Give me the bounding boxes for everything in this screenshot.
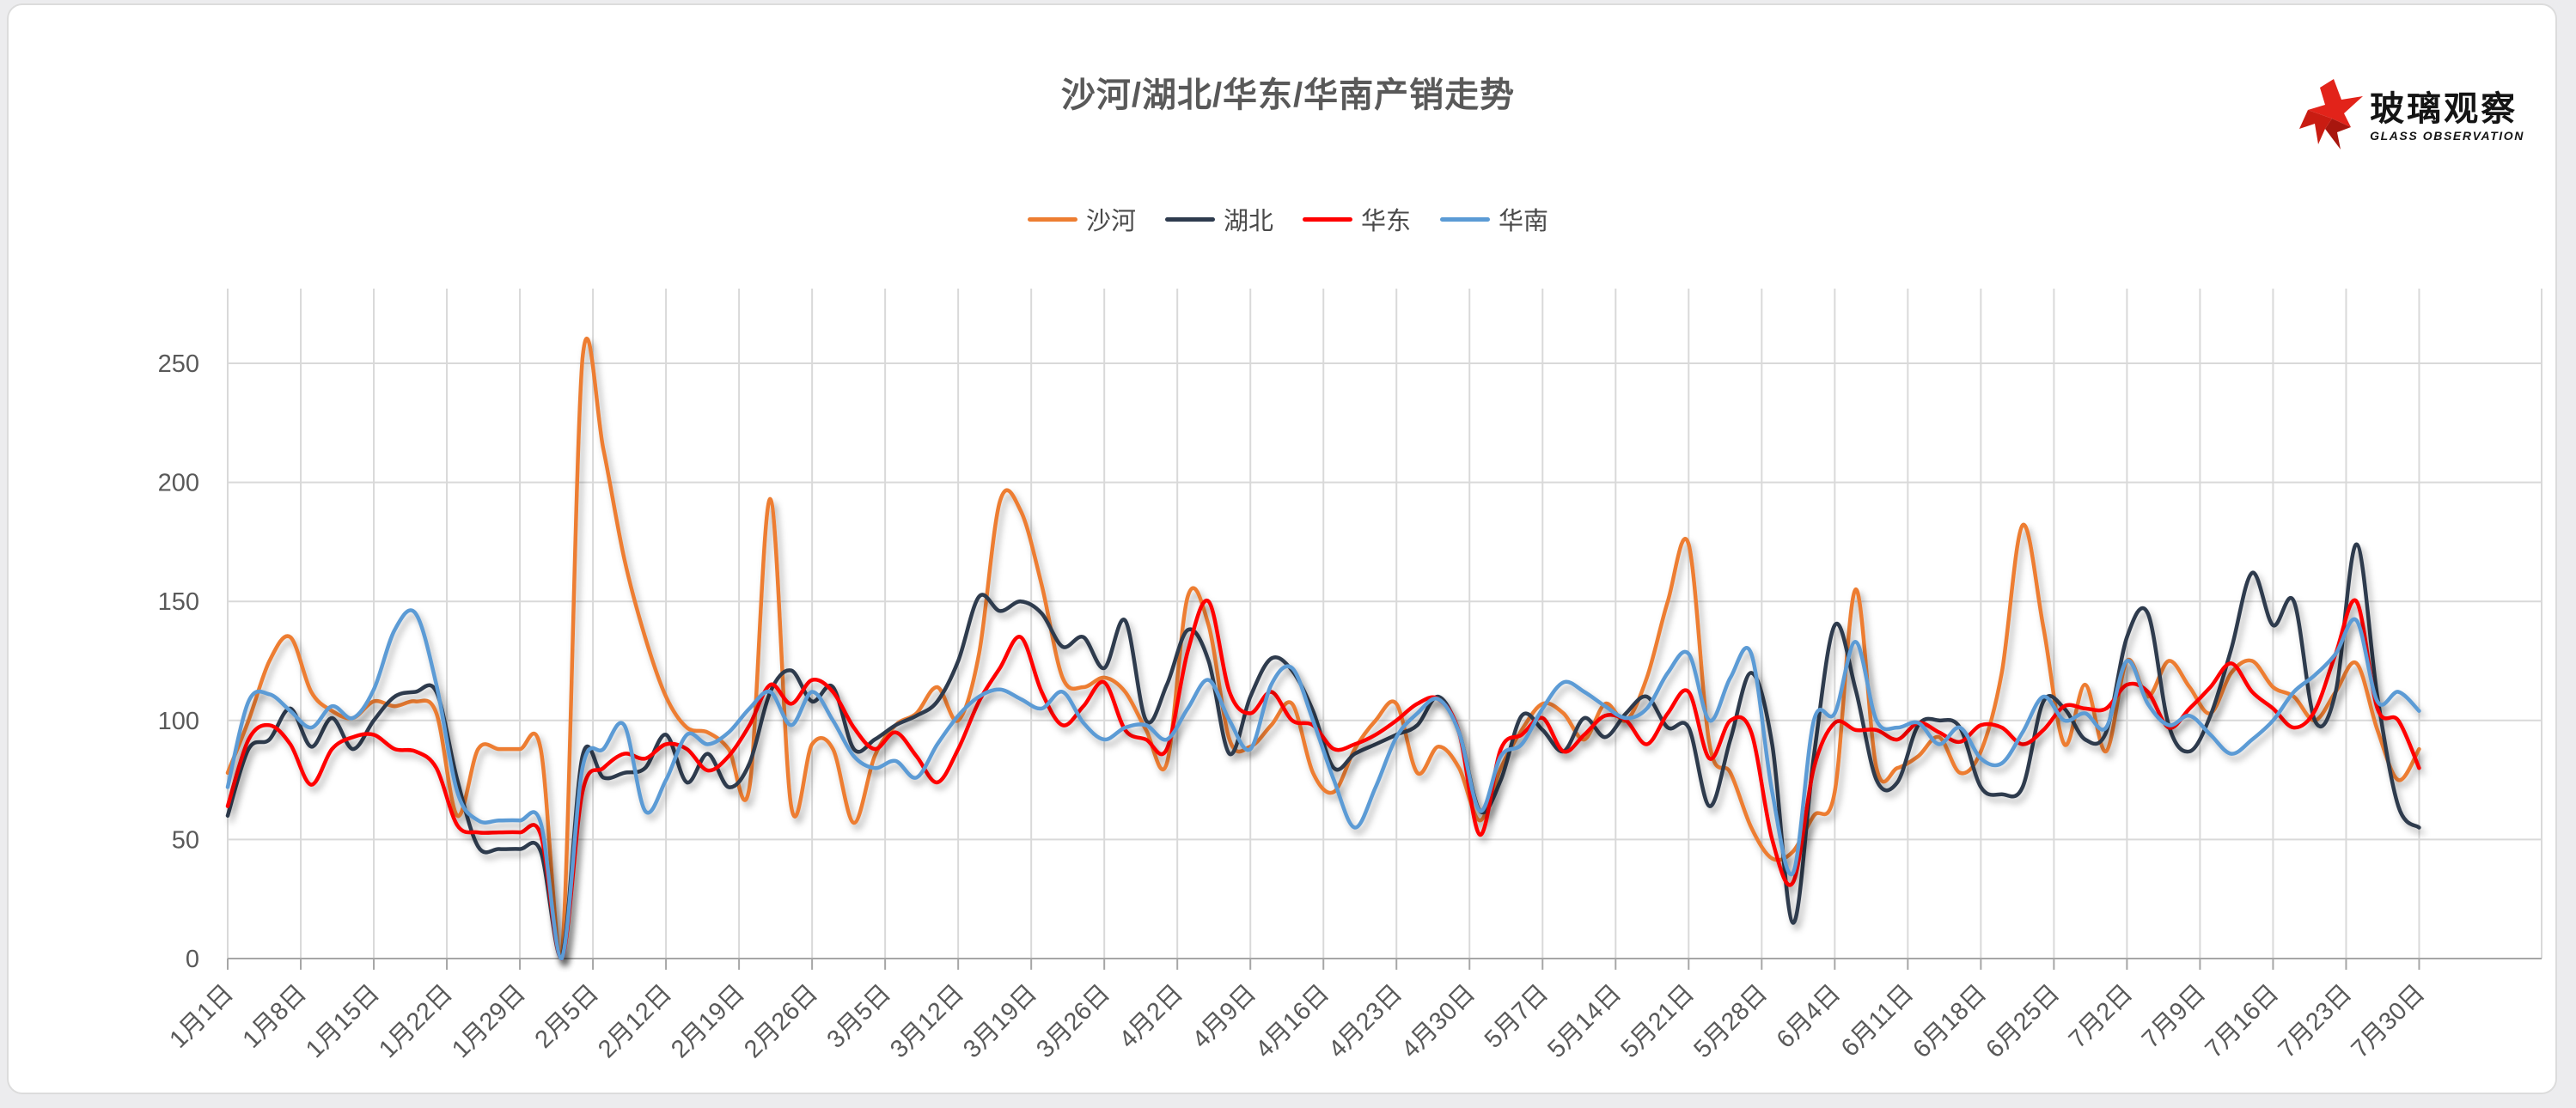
x-tick-label-23: 6月11日	[1836, 979, 1919, 1062]
legend-label-hubei: 湖北	[1223, 208, 1273, 235]
x-tick-label-9: 3月5日	[822, 979, 896, 1053]
x-tick-label-20: 5月21日	[1615, 979, 1700, 1063]
chart-card	[7, 3, 2557, 1094]
x-tick-label-0: 1月1日	[164, 979, 238, 1053]
x-tick-label-24: 6月18日	[1908, 979, 1992, 1063]
legend-label-shahe: 沙河	[1085, 208, 1136, 235]
x-tick-label-19: 5月14日	[1542, 979, 1627, 1063]
x-tick-label-1: 1月8日	[238, 979, 312, 1053]
legend-label-huanan: 华南	[1499, 208, 1549, 235]
series-line-hubei	[225, 542, 2421, 961]
x-tick-label-14: 4月9日	[1187, 979, 1261, 1053]
y-tick-label-150: 150	[158, 588, 199, 616]
logo-star-icon	[2299, 79, 2364, 149]
x-tick-label-16: 4月23日	[1323, 979, 1407, 1063]
axes	[227, 958, 2542, 970]
legend-swatch-huanan	[1440, 216, 1491, 222]
y-tick-label-250: 250	[158, 350, 199, 378]
x-tick-label-26: 7月2日	[2064, 979, 2138, 1053]
x-tick-label-4: 1月29日	[447, 979, 531, 1063]
x-tick-label-29: 7月23日	[2274, 979, 2358, 1063]
y-tick-label-200: 200	[158, 470, 199, 497]
logo-text-cn: 玻璃观察	[2370, 90, 2518, 128]
x-tick-label-18: 5月7日	[1480, 979, 1554, 1053]
chart-title: 沙河/湖北/华东/华南产销走势	[1060, 76, 1516, 114]
x-tick-label-30: 7月30日	[2347, 979, 2431, 1063]
series-lines	[225, 337, 2421, 961]
x-tick-label-21: 5月28日	[1688, 979, 1773, 1063]
x-tick-label-28: 7月16日	[2201, 979, 2285, 1063]
x-tick-label-2: 1月15日	[301, 979, 385, 1063]
y-tick-label-50: 50	[172, 826, 199, 854]
series-line-shahe	[225, 337, 2421, 961]
series-line-huadong	[225, 598, 2421, 961]
logo-text-en: GLASS OBSERVATION	[2370, 129, 2524, 143]
legend-item-shahe[interactable]: 沙河	[1027, 201, 1136, 237]
legend-label-huadong: 华东	[1361, 208, 1412, 235]
series-line-huanan	[225, 608, 2421, 961]
x-tick-label-5: 2月5日	[530, 979, 604, 1053]
brand-logo: 玻璃观察 GLASS OBSERVATION	[2299, 79, 2524, 155]
legend-swatch-huadong	[1303, 216, 1352, 222]
y-tick-label-0: 0	[186, 946, 199, 973]
legend-swatch-shahe	[1027, 216, 1077, 222]
x-tick-label-15: 4月16日	[1250, 979, 1334, 1063]
x-tick-label-25: 6月25日	[1981, 979, 2065, 1063]
legend: 沙河 湖北 华东 华南	[0, 201, 2576, 237]
legend-item-huadong[interactable]: 华东	[1303, 201, 1411, 237]
x-tick-label-8: 2月26日	[739, 979, 823, 1063]
legend-swatch-hubei	[1164, 216, 1215, 222]
legend-item-hubei[interactable]: 湖北	[1164, 201, 1273, 237]
x-tick-label-17: 4月30日	[1396, 979, 1480, 1063]
x-tick-label-3: 1月22日	[374, 979, 458, 1063]
x-tick-label-6: 2月12日	[593, 979, 677, 1063]
y-tick-label-100: 100	[158, 708, 199, 735]
x-tick-label-7: 2月19日	[666, 979, 750, 1063]
x-tick-label-12: 3月26日	[1031, 979, 1115, 1063]
x-tick-label-22: 6月4日	[1772, 979, 1846, 1053]
x-tick-label-11: 3月19日	[958, 979, 1042, 1063]
x-tick-label-10: 3月12日	[885, 979, 969, 1063]
x-tick-label-13: 4月2日	[1114, 979, 1188, 1053]
legend-item-huanan[interactable]: 华南	[1440, 201, 1548, 237]
x-tick-label-27: 7月9日	[2137, 979, 2211, 1053]
